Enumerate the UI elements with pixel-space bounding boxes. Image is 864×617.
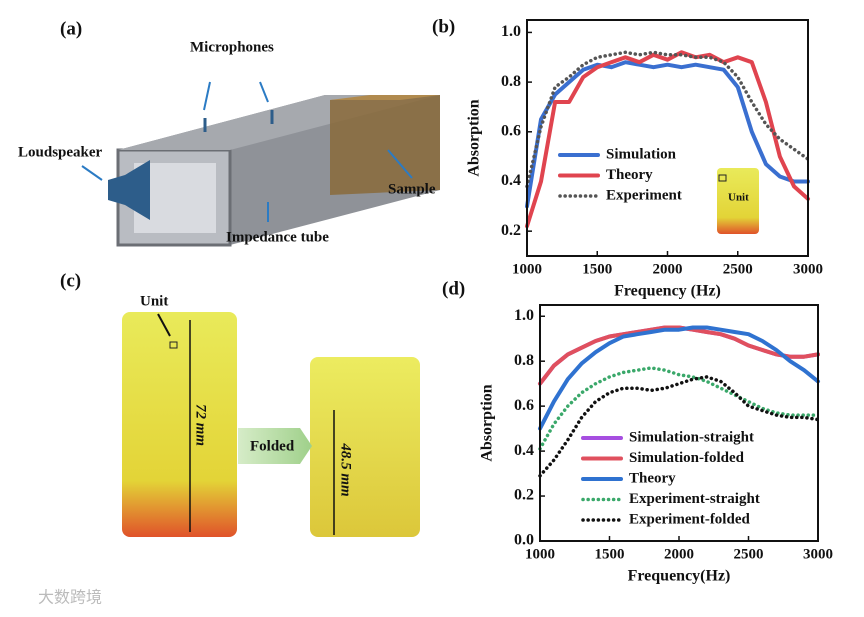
panel-label: (b) bbox=[432, 16, 455, 37]
x-tick-label: 1000 bbox=[512, 261, 542, 277]
inset-sample bbox=[717, 168, 759, 234]
label: Folded bbox=[250, 438, 295, 454]
y-tick-label: 0.8 bbox=[514, 352, 534, 369]
series-line bbox=[525, 50, 810, 189]
series-line bbox=[538, 366, 820, 451]
panel-label: (c) bbox=[60, 270, 81, 291]
y-axis-label: Absorption bbox=[479, 384, 496, 461]
x-tick-label: 3000 bbox=[803, 546, 833, 562]
x-tick-label: 2000 bbox=[664, 546, 694, 562]
x-tick-label: 2000 bbox=[653, 261, 683, 277]
plot-frame bbox=[539, 304, 819, 542]
x-axis-label: Frequency (Hz) bbox=[614, 283, 721, 300]
label: 48.5 mm bbox=[338, 442, 354, 496]
legend-label: Theory bbox=[606, 167, 653, 183]
series-line bbox=[538, 325, 820, 431]
legend-label: Experiment bbox=[606, 187, 682, 203]
y-tick-label: 0.6 bbox=[501, 122, 521, 139]
x-tick-label: 1500 bbox=[595, 546, 625, 562]
x-tick-label: 1500 bbox=[582, 261, 612, 277]
x-tick-label: 1000 bbox=[525, 546, 555, 562]
label: Loudspeaker bbox=[18, 144, 103, 160]
y-tick-label: 0.8 bbox=[501, 73, 521, 90]
y-tick-label: 0.2 bbox=[514, 487, 534, 504]
y-tick-label: 1.0 bbox=[501, 23, 521, 40]
y-tick-label: 1.0 bbox=[514, 307, 534, 324]
series-line bbox=[525, 50, 810, 229]
legend-label: Simulation-folded bbox=[629, 450, 745, 466]
label: Sample bbox=[388, 181, 436, 197]
label: Impedance tube bbox=[226, 229, 329, 245]
legend-label: Experiment-folded bbox=[629, 511, 750, 527]
series-line bbox=[525, 60, 810, 209]
impedance-tube-illustration bbox=[81, 81, 440, 247]
y-tick-label: 0.4 bbox=[501, 172, 521, 189]
y-axis-label: Absorption bbox=[466, 99, 483, 176]
series-line bbox=[538, 375, 820, 478]
legend-label: Theory bbox=[629, 470, 676, 486]
label: Unit bbox=[140, 293, 168, 309]
inset-label: Unit bbox=[728, 192, 749, 204]
watermark: 大数跨境 bbox=[38, 588, 102, 607]
x-axis-label: Frequency(Hz) bbox=[628, 568, 731, 585]
y-tick-label: 0.0 bbox=[514, 532, 534, 549]
series-line bbox=[538, 325, 820, 386]
y-tick-label: 0.2 bbox=[501, 222, 521, 239]
panel-label: (a) bbox=[60, 18, 82, 39]
plot-frame bbox=[526, 19, 809, 257]
x-tick-label: 2500 bbox=[723, 261, 753, 277]
x-tick-label: 3000 bbox=[793, 261, 823, 277]
legend-label: Simulation-straight bbox=[629, 429, 754, 445]
panel-label: (d) bbox=[442, 278, 465, 299]
legend-label: Simulation bbox=[606, 146, 677, 162]
sample-blocks bbox=[122, 312, 420, 537]
y-tick-label: 0.6 bbox=[514, 397, 534, 414]
y-tick-label: 0.4 bbox=[514, 442, 534, 459]
legend-label: Experiment-straight bbox=[629, 491, 760, 507]
x-tick-label: 2500 bbox=[734, 546, 764, 562]
label: Microphones bbox=[190, 39, 274, 55]
label: 72 mm bbox=[193, 404, 209, 446]
